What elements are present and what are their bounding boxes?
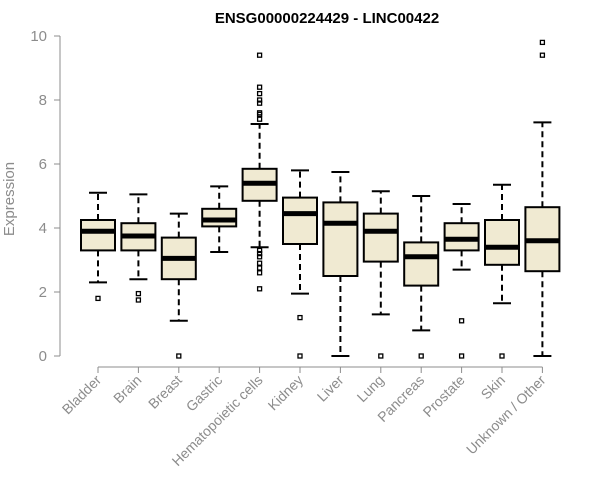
outlier-point (256, 111, 263, 118)
box-5 (282, 169, 318, 359)
outlier-point (458, 353, 465, 359)
iqr-box (282, 196, 318, 246)
y-tick-label: 6 (39, 156, 47, 173)
outlier-point (135, 297, 142, 303)
y-tick-label: 4 (39, 220, 47, 237)
x-tick-label: Kidney (265, 372, 307, 414)
outlier-point (256, 254, 263, 260)
outlier-point (539, 39, 546, 46)
outlier-point (297, 314, 303, 321)
outlier-point (256, 84, 263, 90)
box-3 (201, 185, 238, 253)
y-axis-label: Expression (1, 162, 18, 236)
outlier-point (256, 270, 263, 276)
box-8 (403, 195, 440, 359)
iqr-box (484, 219, 520, 266)
outlier-point (256, 90, 263, 97)
outlier-point (256, 265, 263, 271)
iqr-box (322, 201, 359, 277)
x-tick-label: Lung (354, 372, 387, 405)
y-tick-label: 8 (39, 92, 47, 109)
outlier-point (539, 52, 546, 58)
x-tick-label: Breast (145, 372, 185, 412)
iqr-box (403, 241, 440, 287)
iqr-box (362, 212, 399, 263)
outlier-point (297, 353, 303, 359)
outlier-point (256, 247, 263, 254)
outlier-point (256, 100, 263, 106)
iqr-box (80, 219, 116, 252)
outlier-point (256, 97, 263, 103)
outlier-point (256, 286, 263, 292)
y-tick-label: 2 (39, 284, 47, 301)
outlier-point (499, 353, 505, 359)
chart-title: ENSG00000224429 - LINC00422 (215, 10, 439, 27)
x-tick-label: Bladder (59, 372, 105, 418)
outlier-point (458, 318, 465, 324)
y-tick-label: 10 (30, 28, 47, 45)
outlier-point (176, 353, 182, 359)
y-tick-label: 0 (39, 348, 47, 365)
outlier-point (135, 290, 142, 297)
box-9 (443, 203, 480, 359)
outlier-point (256, 250, 263, 257)
box-0 (80, 191, 116, 302)
x-tick-label: Skin (478, 372, 509, 403)
x-tick-label: Liver (314, 372, 347, 405)
box-10 (484, 183, 520, 359)
x-tick-label: Prostate (420, 372, 468, 420)
y-axis: 0 2 4 6 8 10 (30, 28, 61, 365)
outlier-point (378, 353, 384, 359)
box-7 (362, 190, 399, 359)
outlier-point (256, 116, 263, 122)
box-2 (160, 212, 197, 359)
box-4 (241, 52, 278, 292)
box-1 (120, 193, 157, 303)
box-6 (322, 171, 359, 357)
outlier-point (95, 295, 101, 302)
box-series (80, 39, 561, 359)
box-11 (524, 39, 561, 357)
x-tick-label: Brain (110, 372, 144, 406)
outlier-point (256, 52, 263, 58)
outlier-point (418, 353, 424, 359)
outlier-point (256, 260, 263, 266)
